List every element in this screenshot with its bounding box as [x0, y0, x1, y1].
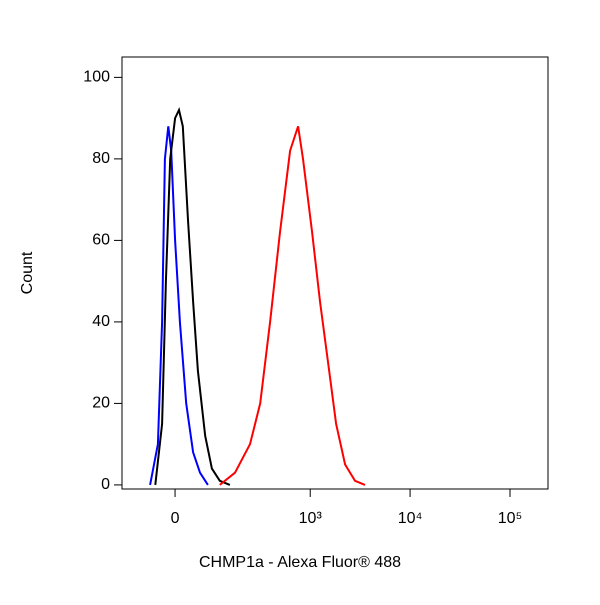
x-axis-label: CHMP1a - Alexa Fluor® 488	[199, 554, 401, 571]
histogram-line	[154, 107, 231, 486]
y-tick-label: 60	[92, 232, 110, 249]
x-tick-label: 10⁵	[498, 510, 522, 527]
histogram-line	[219, 125, 366, 486]
y-tick-label: 100	[83, 69, 110, 86]
plot-frame	[121, 56, 549, 490]
y-tick-label: 40	[92, 313, 110, 330]
y-axis-label: Count	[19, 251, 36, 294]
y-tick-label: 80	[92, 150, 110, 167]
x-tick-label: 10⁴	[398, 510, 423, 527]
y-tick-label: 20	[92, 395, 110, 412]
x-tick-label: 10³	[299, 510, 323, 527]
y-tick-label: 0	[101, 476, 110, 493]
histogram-line	[149, 126, 209, 486]
x-tick-label: 0	[171, 510, 180, 527]
